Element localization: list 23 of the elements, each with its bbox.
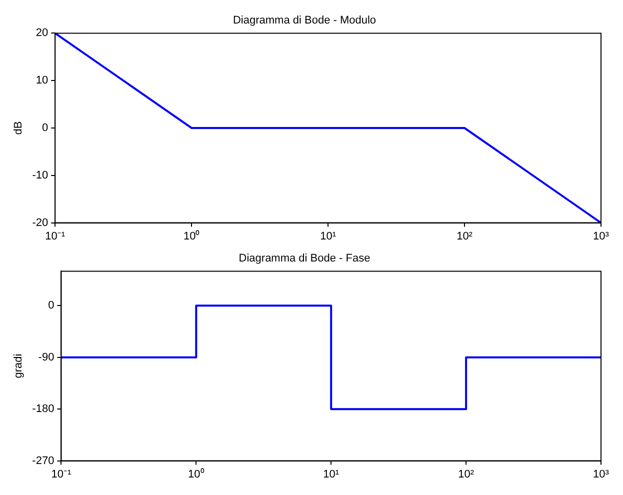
x-tick-label: 10⁻¹ bbox=[51, 468, 72, 480]
y-tick-label: -90 bbox=[38, 351, 54, 364]
x-tick-label: 10² bbox=[456, 230, 473, 242]
y-tick-label: -20 bbox=[32, 216, 48, 229]
y-tick-label: 0 bbox=[48, 300, 54, 312]
y-axis-title: gradi bbox=[12, 354, 25, 378]
y-tick-label: 0 bbox=[42, 122, 48, 134]
x-tick-label: 10² bbox=[458, 468, 474, 480]
y-tick-label: 20 bbox=[36, 27, 48, 40]
x-tick-label: 10¹ bbox=[323, 468, 340, 480]
x-tick-label: 10³ bbox=[593, 468, 610, 480]
y-tick-label: -270 bbox=[32, 454, 54, 467]
y-axis-title: dB bbox=[12, 121, 25, 135]
x-tick-label: 10⁰ bbox=[188, 467, 204, 480]
x-tick-label: 10⁰ bbox=[183, 229, 200, 242]
y-tick-label: -10 bbox=[32, 169, 48, 182]
y-tick-label: 10 bbox=[36, 74, 48, 87]
chart-title: Diagramma di Bode - Fase bbox=[238, 252, 370, 265]
y-tick-label: -180 bbox=[32, 403, 54, 416]
chart-title: Diagramma di Bode - Modulo bbox=[232, 14, 376, 27]
x-tick-label: 10¹ bbox=[320, 230, 336, 242]
x-tick-label: 10⁻¹ bbox=[45, 230, 66, 242]
x-tick-label: 10³ bbox=[593, 230, 610, 242]
